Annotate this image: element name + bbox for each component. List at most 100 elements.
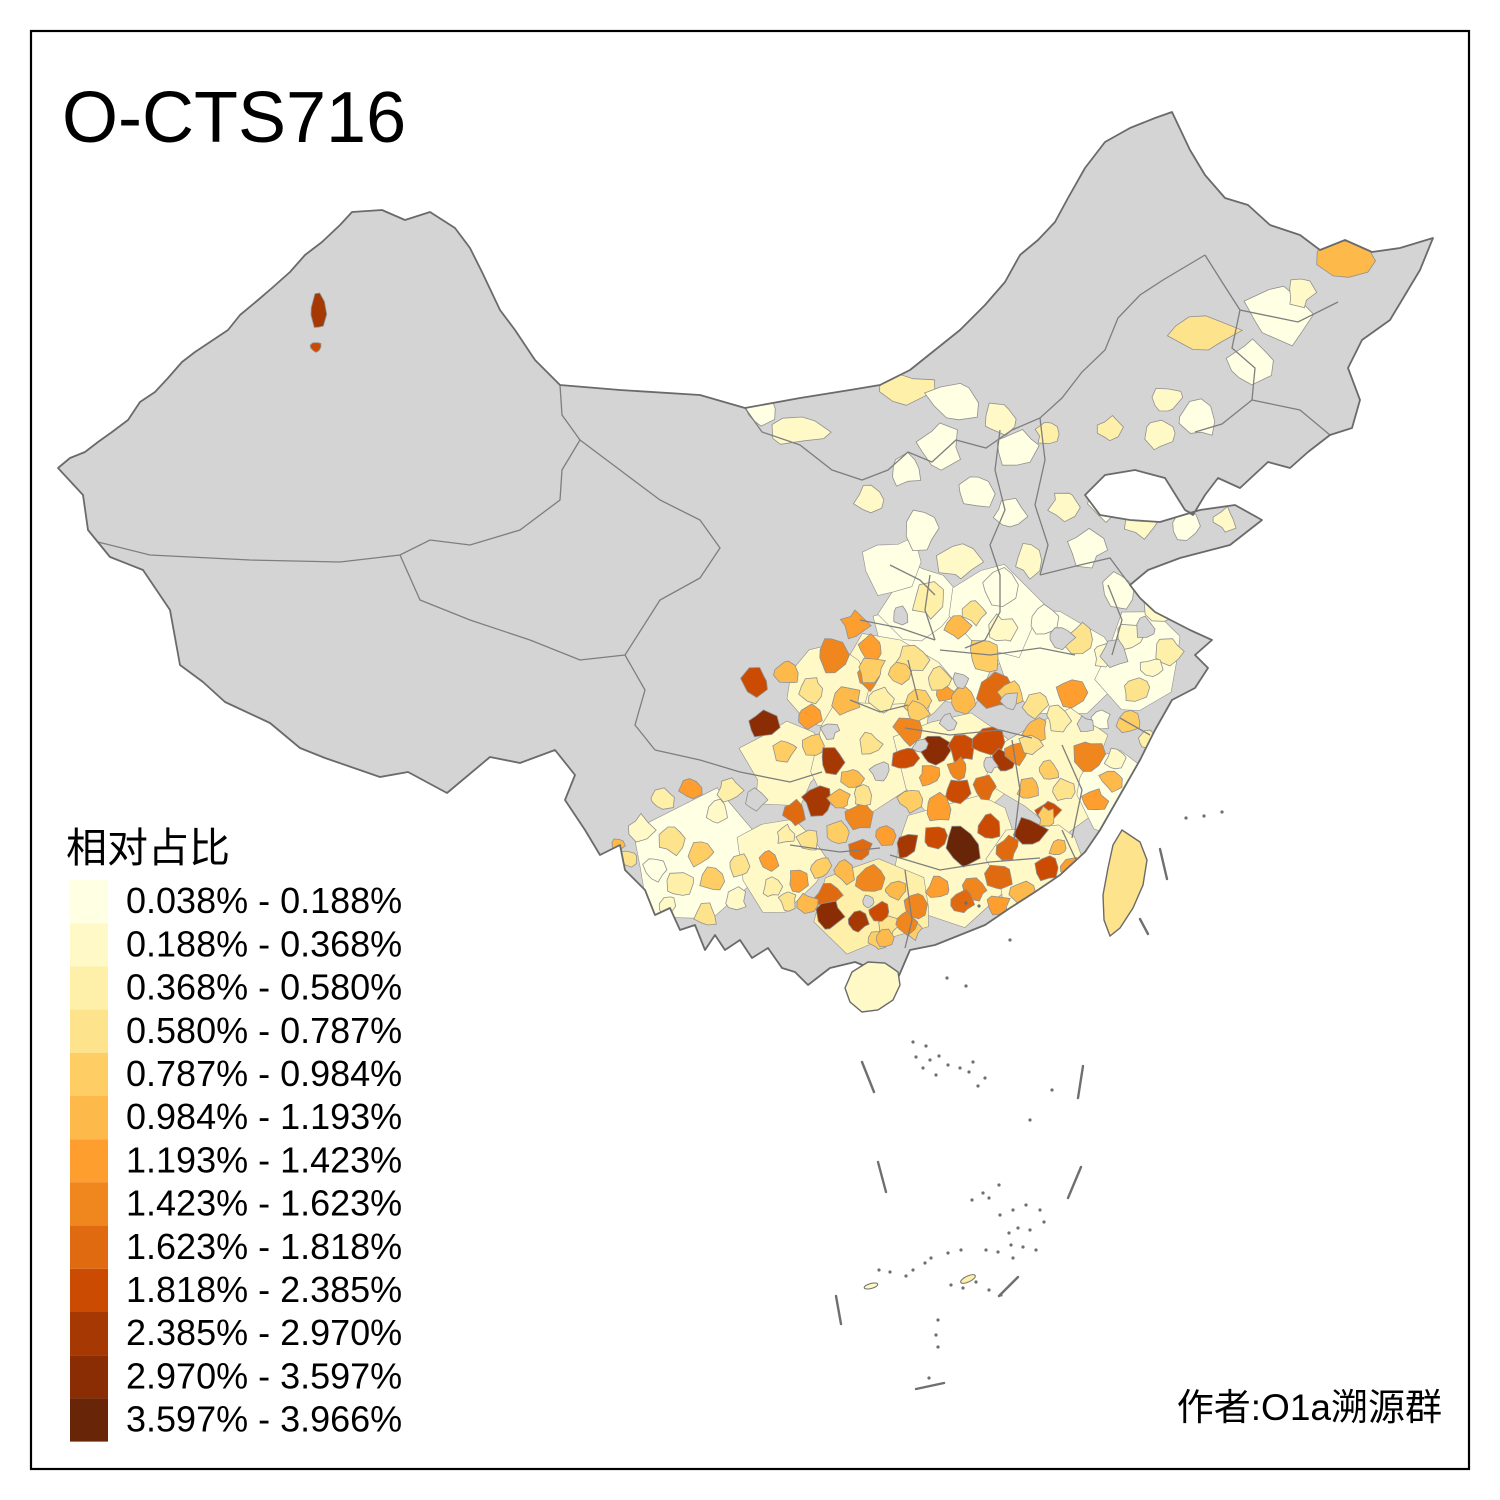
- prefecture-region: [896, 789, 924, 814]
- sea-island-dot: [1184, 816, 1188, 820]
- prefecture-region: [1037, 805, 1055, 827]
- prefecture-region: [1047, 492, 1081, 523]
- prefecture-region: [868, 900, 890, 922]
- prefecture-region: [903, 893, 928, 920]
- legend-label: 0.580% - 0.787%: [126, 1010, 402, 1051]
- prefecture-region: [947, 734, 976, 763]
- prefecture-region: [984, 864, 1013, 890]
- sea-island-dot: [1028, 1228, 1032, 1232]
- sea-island-dot: [934, 1073, 938, 1077]
- prefecture-region: [857, 633, 882, 663]
- prefecture-region: [972, 774, 997, 801]
- prefecture-region: [789, 869, 809, 893]
- nine-dash-segment: [876, 1160, 888, 1194]
- legend-entry: 0.787% - 0.984%: [70, 1052, 402, 1096]
- prefecture-region: [950, 888, 976, 914]
- prefecture-region: [773, 660, 799, 684]
- prefecture-region: [958, 476, 996, 508]
- prefecture-region: [1151, 388, 1184, 412]
- prefecture-region: [961, 600, 988, 627]
- prefecture-region: [1096, 415, 1124, 442]
- sea-island-dot: [961, 1286, 965, 1290]
- sea-island-dot: [981, 1191, 985, 1195]
- prefecture-region: [762, 876, 784, 897]
- prefecture-region: [821, 747, 846, 776]
- sea-island-dot: [945, 976, 949, 980]
- prefecture-region: [1034, 855, 1059, 882]
- prefecture-region: [699, 866, 726, 891]
- sea-island-dot: [936, 1318, 940, 1322]
- sea-island-dot: [997, 1183, 1001, 1187]
- nine-dash-segment: [997, 1275, 1020, 1298]
- taiwan-island: [1102, 829, 1148, 938]
- sea-island-dot: [877, 1268, 881, 1272]
- prefecture-region: [868, 686, 895, 714]
- sea-island-dot: [1028, 1118, 1032, 1122]
- prefecture-region: [309, 342, 322, 353]
- province-border: [1039, 557, 1131, 586]
- sea-island-dot: [974, 1280, 978, 1284]
- prefecture-region: [772, 740, 798, 763]
- sea-island-dot: [958, 1066, 962, 1070]
- prefecture-region: [854, 863, 886, 892]
- prefecture-region: [938, 712, 958, 732]
- province-border: [1061, 744, 1083, 839]
- prefecture-region: [1289, 278, 1318, 309]
- prefecture-region: [868, 761, 890, 782]
- prefecture-region: [1225, 338, 1274, 386]
- prefecture-region: [1049, 627, 1077, 651]
- legend-label: 1.623% - 1.818%: [126, 1226, 402, 1267]
- nine-dash-segment: [1066, 1165, 1083, 1200]
- sea-island-dot: [984, 1248, 988, 1252]
- prefecture-region: [952, 672, 970, 690]
- prefecture-region: [777, 891, 797, 912]
- legend-title: 相对占比: [66, 825, 230, 871]
- prefecture-region: [740, 667, 768, 698]
- national-border: [57, 111, 1434, 996]
- prefecture-region: [1139, 658, 1164, 678]
- prefecture-region: [729, 853, 751, 878]
- prefecture-region: [918, 765, 941, 787]
- prefecture-region: [795, 829, 818, 851]
- legend-entry: 2.970% - 3.597%: [70, 1355, 402, 1399]
- legend-entry: 0.038% - 0.188%: [70, 880, 402, 924]
- legend-entry: 0.188% - 0.368%: [70, 923, 402, 967]
- sea-island-dot: [946, 1251, 950, 1255]
- province-border: [989, 429, 1006, 576]
- prefecture-region: [840, 769, 866, 788]
- prefecture-region: [1018, 734, 1045, 756]
- prefecture-region: [892, 451, 922, 487]
- prefecture-region: [819, 723, 841, 741]
- province-border: [1034, 417, 1049, 576]
- prefecture-region: [705, 798, 728, 824]
- prefecture-region: [969, 639, 999, 673]
- sea-island-dot: [976, 1084, 980, 1088]
- prefecture-region: [858, 657, 886, 684]
- small-island: [863, 1282, 879, 1290]
- sea-island-dot: [911, 1268, 915, 1272]
- prefecture-region: [771, 416, 832, 445]
- choropleth-layer: [89, 230, 1376, 955]
- sea-island-dot: [1024, 1203, 1028, 1207]
- sea-island-dot: [937, 1054, 941, 1058]
- prefecture-region: [1155, 638, 1185, 667]
- prefecture-region: [839, 609, 872, 640]
- sea-island-dot: [1042, 1220, 1046, 1224]
- legend-entry: 0.580% - 0.787%: [70, 1009, 402, 1053]
- sea-island-dot: [911, 1040, 915, 1044]
- prefecture-region: [1055, 679, 1089, 709]
- province-border: [889, 854, 1041, 871]
- prefecture-region: [1021, 692, 1050, 720]
- prefecture-region: [798, 703, 823, 730]
- province-border: [579, 439, 721, 656]
- prefecture-region: [862, 894, 875, 909]
- sea-island-dot: [923, 1261, 927, 1265]
- prefecture-region: [915, 422, 961, 471]
- province-border: [1061, 829, 1078, 863]
- legend-swatch: [70, 1355, 108, 1399]
- legend-swatch: [70, 923, 108, 967]
- prefecture-region: [875, 928, 895, 947]
- sea-island-dot: [1034, 1248, 1038, 1252]
- prefecture-region: [893, 605, 909, 626]
